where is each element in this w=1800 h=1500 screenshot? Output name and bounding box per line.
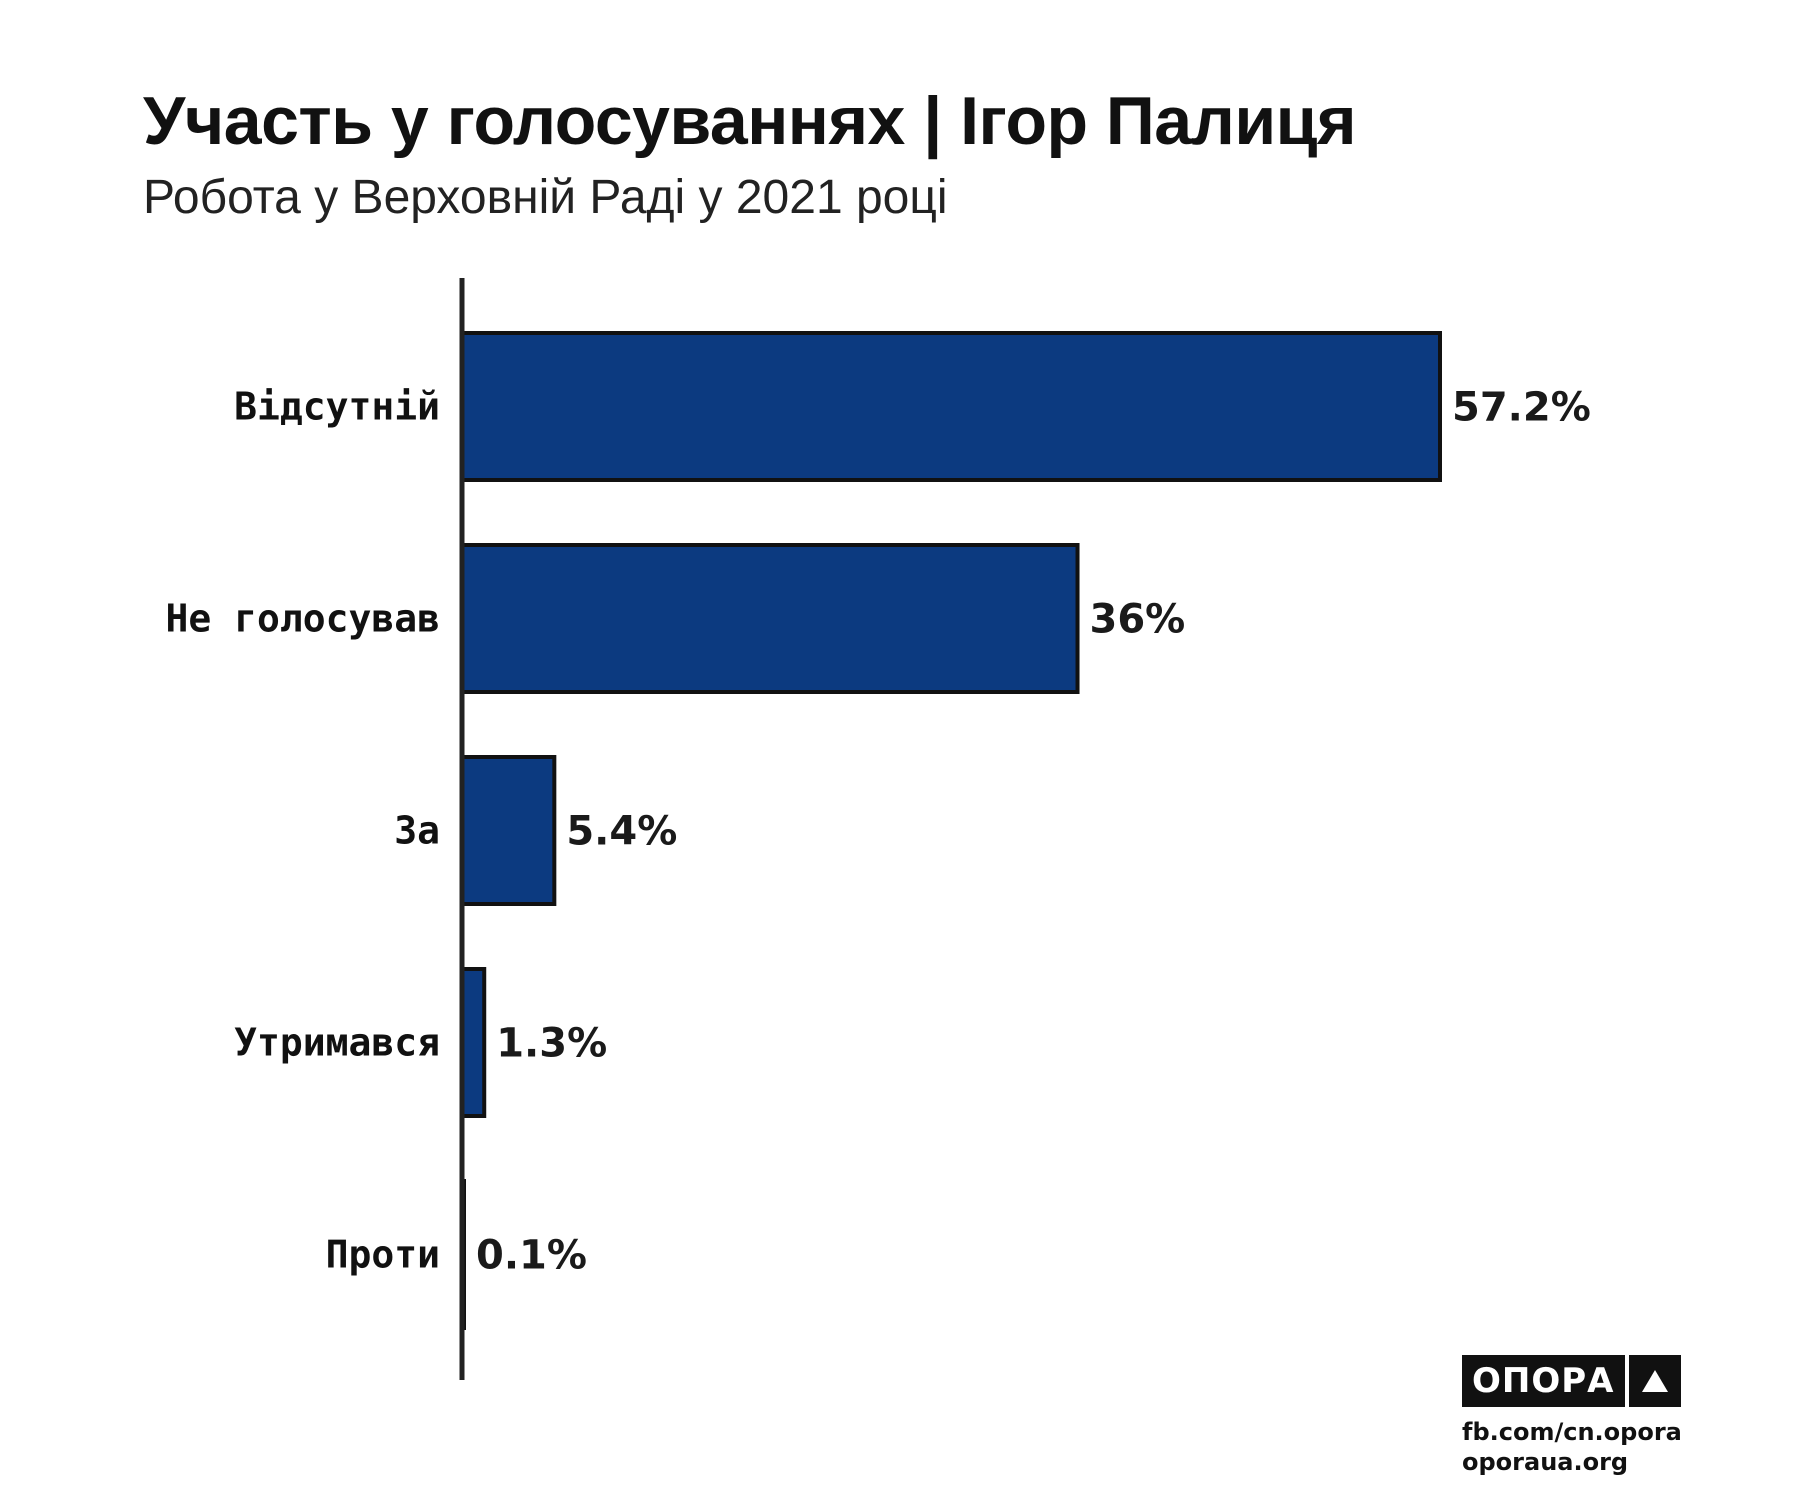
value-label: 5.4% xyxy=(566,809,677,855)
value-label: 57.2% xyxy=(1452,385,1591,431)
category-label: Не голосував xyxy=(165,597,440,641)
category-label: Утримався xyxy=(234,1021,440,1065)
bar xyxy=(460,331,1442,482)
category-label: Проти xyxy=(326,1233,440,1277)
category-label: Відсутній xyxy=(234,385,440,429)
value-label: 0.1% xyxy=(476,1233,587,1279)
brand-website[interactable]: oporaua.org xyxy=(1462,1448,1629,1476)
brand-name: ОПОРА xyxy=(1462,1355,1625,1407)
brand-facebook[interactable]: fb.com/cn.opora xyxy=(1462,1418,1682,1446)
brand-block: ОПОРА fb.com/cn.opora oporaua.org xyxy=(1462,1355,1684,1477)
chart-title: Участь у голосуваннях | Ігор Палиця xyxy=(143,83,1357,159)
category-label: За xyxy=(394,809,440,853)
triangle-up-icon xyxy=(1628,1355,1681,1407)
value-label: 36% xyxy=(1090,597,1186,643)
bar xyxy=(460,967,487,1118)
bar xyxy=(460,543,1080,694)
bar xyxy=(460,755,557,906)
brand-logo: ОПОРА xyxy=(1462,1355,1684,1407)
value-label: 1.3% xyxy=(496,1021,607,1067)
chart-subtitle: Робота у Верховній Раді у 2021 році xyxy=(143,171,948,224)
